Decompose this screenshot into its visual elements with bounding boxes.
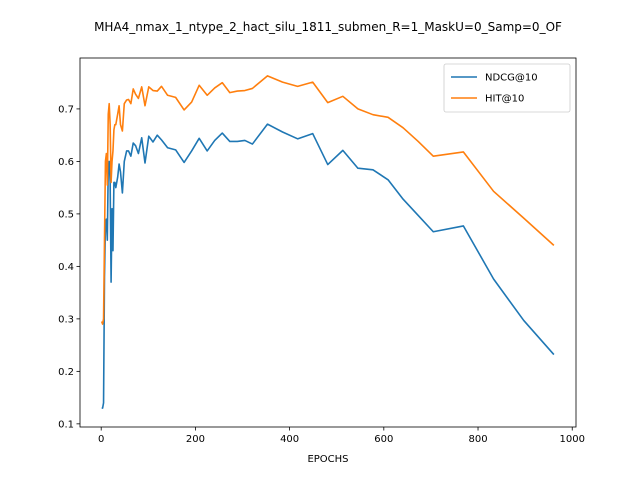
y-tick-label: 0.2 (58, 367, 74, 378)
x-tick-label: 600 (374, 434, 393, 445)
x-tick-label: 1000 (560, 434, 585, 445)
x-axis-title: EPOCHS (307, 454, 348, 465)
chart-title: MHA4_nmax_1_ntype_2_hact_silu_1811_subme… (94, 20, 562, 34)
legend: NDCG@10 HIT@10 (443, 63, 571, 113)
legend-label-ndcg: NDCG@10 (485, 73, 538, 84)
x-tick-label: 400 (280, 434, 299, 445)
axes-frame (79, 57, 577, 428)
series-line-ndcg (101, 123, 555, 409)
x-tick-label: 0 (98, 434, 104, 445)
series-line-hit (100, 75, 555, 325)
x-tick-label: 800 (468, 434, 487, 445)
y-tick-label: 0.1 (58, 419, 74, 430)
y-tick-label: 0.3 (58, 314, 74, 325)
x-tick-label: 200 (186, 434, 205, 445)
legend-box (443, 63, 571, 113)
plot-area (100, 75, 555, 409)
legend-label-hit: HIT@10 (485, 94, 524, 105)
y-tick-label: 0.6 (58, 157, 74, 168)
y-tick-label: 0.7 (58, 104, 74, 115)
y-tick-label: 0.4 (58, 262, 74, 273)
y-tick-label: 0.5 (58, 209, 74, 220)
axes: 0 200 400 600 800 1000 0.1 0.2 0.3 0.4 0.5 0.6 0.7 (58, 57, 585, 445)
